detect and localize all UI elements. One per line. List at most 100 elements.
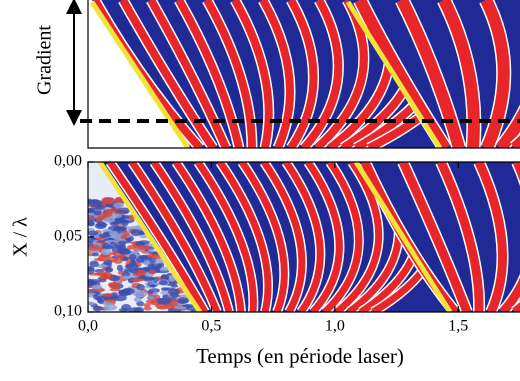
noise-blob bbox=[148, 254, 163, 259]
noise-blob bbox=[98, 233, 111, 238]
stripe bbox=[217, 162, 272, 312]
noise-blob bbox=[92, 305, 103, 312]
noise-blob bbox=[121, 275, 132, 280]
noise-blob bbox=[88, 230, 99, 236]
noise-blob bbox=[146, 290, 154, 294]
stripe bbox=[398, 162, 472, 312]
yellow-line bbox=[97, 162, 203, 312]
noise-blob bbox=[122, 256, 129, 261]
stripe bbox=[496, 107, 520, 148]
noise-blob bbox=[113, 202, 125, 209]
noise-blob bbox=[103, 242, 111, 250]
noise-blob bbox=[136, 244, 150, 251]
stripe bbox=[287, 0, 318, 148]
second-family bbox=[356, 162, 520, 312]
stripe bbox=[173, 162, 245, 312]
noise-blob bbox=[129, 253, 137, 261]
x-tick-label: 1,0 bbox=[325, 318, 345, 335]
noise-blob bbox=[118, 226, 127, 231]
y-tick-label: 0,00 bbox=[54, 153, 82, 170]
stripe bbox=[436, 162, 484, 312]
yellow-line bbox=[353, 162, 453, 312]
noise-blob bbox=[177, 298, 189, 303]
stripe bbox=[175, 0, 243, 148]
stripe bbox=[195, 162, 257, 312]
noise-blob bbox=[148, 248, 155, 253]
x-tick-label: 0,5 bbox=[201, 318, 221, 335]
stripe bbox=[322, 162, 363, 312]
noise-blob bbox=[160, 287, 169, 292]
noise-blob bbox=[182, 304, 196, 308]
noise-blob bbox=[145, 299, 158, 304]
noise-blob bbox=[143, 303, 151, 308]
stripe bbox=[354, 0, 451, 148]
x-tick-label: 1,5 bbox=[448, 318, 468, 335]
noise-blob bbox=[121, 272, 131, 277]
stripe bbox=[231, 0, 273, 148]
noise-blob bbox=[148, 269, 157, 275]
top-map bbox=[88, 0, 520, 148]
noise-blob bbox=[142, 276, 155, 281]
noise-blob bbox=[88, 215, 94, 220]
noise-blob bbox=[100, 248, 111, 256]
noise-blob bbox=[102, 293, 114, 298]
noise-blob bbox=[153, 265, 161, 272]
noise-blob bbox=[93, 210, 102, 216]
noise-blob bbox=[113, 258, 123, 264]
stripe bbox=[334, 162, 383, 312]
noise-blob bbox=[133, 306, 144, 312]
noise-blob bbox=[116, 264, 123, 272]
noise-blob bbox=[149, 284, 157, 288]
x-tick-label: 0,0 bbox=[78, 318, 98, 335]
noise-blob bbox=[121, 219, 129, 227]
noise-blob bbox=[108, 230, 118, 237]
stripe bbox=[480, 0, 510, 148]
noise-blob bbox=[138, 240, 151, 245]
noise-blob bbox=[109, 288, 121, 292]
noise-blob bbox=[88, 279, 96, 287]
stripe bbox=[305, 162, 343, 312]
noise-blob bbox=[94, 269, 105, 273]
noise-blob bbox=[118, 254, 125, 259]
stripe bbox=[283, 162, 324, 312]
bottom-map bbox=[88, 162, 520, 312]
noise-blob bbox=[143, 306, 152, 311]
noise-blob bbox=[88, 288, 93, 293]
noise-blob bbox=[91, 252, 100, 257]
stripe bbox=[261, 162, 306, 312]
noise-blob bbox=[88, 301, 96, 306]
stripe bbox=[151, 162, 233, 312]
noise-blob bbox=[96, 221, 107, 228]
noise-blob bbox=[103, 304, 117, 311]
noise-blob bbox=[99, 275, 112, 280]
noise-blob bbox=[108, 282, 121, 290]
noise-blob bbox=[130, 229, 142, 237]
noise-blob bbox=[157, 297, 171, 305]
noise-blob bbox=[158, 280, 168, 286]
y-tick-label: 0,10 bbox=[54, 303, 82, 320]
x-label: Temps (en période laser) bbox=[196, 344, 404, 368]
noise-blob bbox=[136, 284, 145, 291]
noise-blob bbox=[88, 208, 96, 214]
noise-blob bbox=[133, 296, 142, 303]
noise-blob bbox=[94, 272, 108, 276]
stripe bbox=[147, 0, 230, 148]
noise-blob bbox=[103, 198, 115, 205]
noise-blob bbox=[88, 221, 96, 227]
stripe bbox=[259, 0, 294, 148]
stripe bbox=[438, 0, 480, 148]
stripe bbox=[129, 162, 221, 312]
noise-blob bbox=[103, 210, 113, 217]
noise-blob bbox=[89, 199, 100, 203]
noise-blob bbox=[88, 267, 95, 274]
stripe bbox=[300, 0, 343, 148]
stripe bbox=[119, 0, 217, 148]
noise-blob bbox=[95, 205, 105, 210]
noise-blob bbox=[116, 244, 127, 251]
y-label: X / λ bbox=[10, 217, 32, 257]
noise-blob bbox=[132, 272, 145, 277]
top-frame bbox=[87, 0, 520, 149]
noise-blob bbox=[169, 291, 179, 298]
noise-blob bbox=[125, 263, 139, 270]
